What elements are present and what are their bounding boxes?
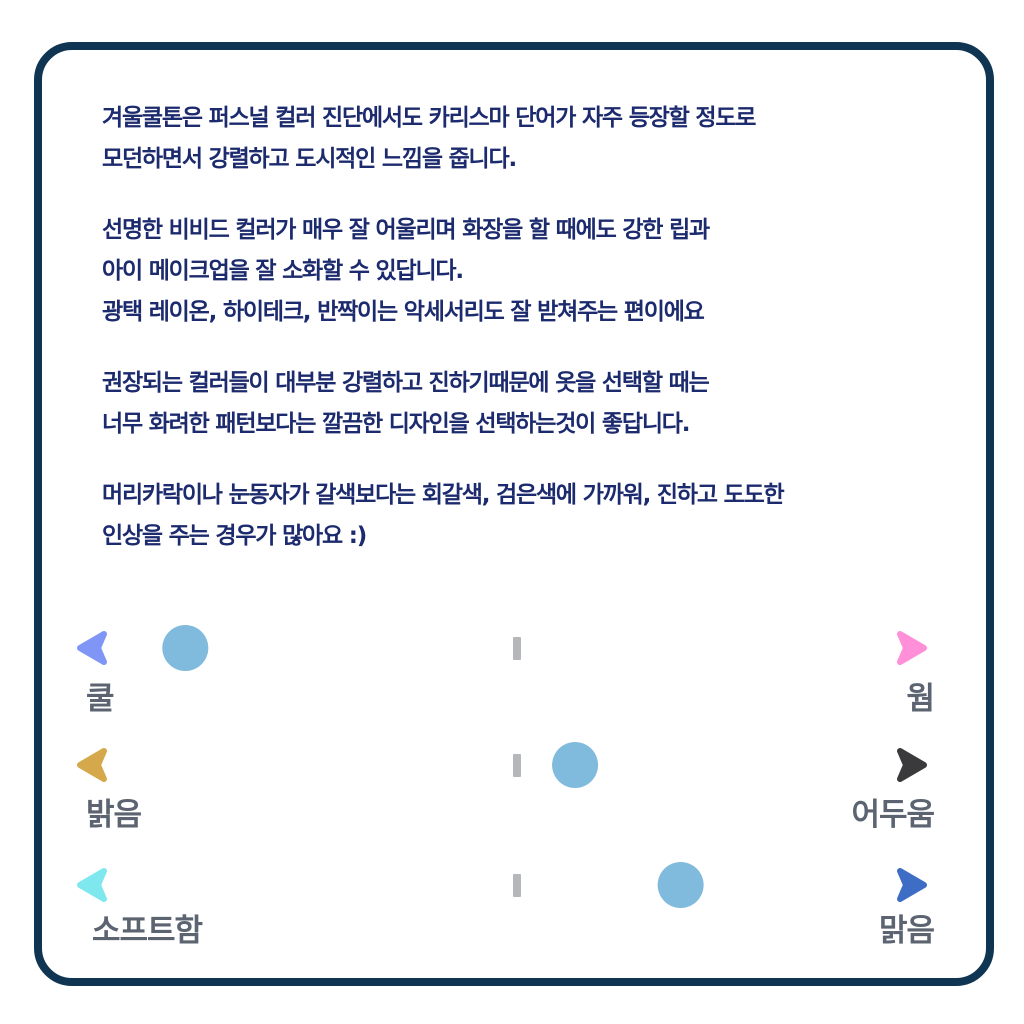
arrow-left-icon — [77, 868, 107, 902]
paragraph: 권장되는 컬러들이 대부분 강렬하고 진하기때문에 옷을 선택할 때는 너무 화… — [102, 363, 922, 445]
arrow-right-icon — [897, 631, 927, 665]
scale-marker[interactable] — [552, 742, 599, 788]
content-card — [34, 42, 994, 986]
paragraph-line: 너무 화려한 패턴보다는 깔끔한 디자인을 선택하는것이 좋답니다. — [102, 411, 691, 437]
scale-bright-dark — [77, 742, 927, 788]
scale-right-label: 어두움 — [851, 797, 935, 833]
scale-left-label: 쿨 — [86, 681, 115, 717]
scale-left-label: 소프트함 — [92, 913, 203, 949]
scale-right-label: 웜 — [906, 681, 935, 717]
paragraph: 겨울쿨톤은 퍼스널 컬러 진단에서도 카리스마 단어가 자주 등장할 정도로 모… — [102, 98, 922, 180]
scale-marker[interactable] — [162, 625, 209, 671]
paragraph: 선명한 비비드 컬러가 매우 잘 어울리며 화장을 할 때에도 강한 립과 아이… — [102, 210, 922, 333]
paragraph-line: 인상을 주는 경우가 많아요 :) — [102, 523, 367, 549]
arrow-right-icon — [897, 868, 927, 902]
center-tick — [513, 874, 521, 897]
paragraph-line: 권장되는 컬러들이 대부분 강렬하고 진하기때문에 옷을 선택할 때는 — [102, 370, 710, 396]
arrow-left-icon — [77, 748, 107, 782]
paragraph-line: 광택 레이온, 하이테크, 반짝이는 악세서리도 잘 받쳐주는 편이에요 — [102, 299, 705, 325]
scale-cool-warm — [77, 625, 927, 671]
paragraph-line: 모던하면서 강렬하고 도시적인 느낌을 줍니다. — [102, 146, 517, 172]
arrow-left-icon — [77, 631, 107, 665]
arrow-right-icon — [897, 748, 927, 782]
paragraph-line: 머리카락이나 눈동자가 갈색보다는 회갈색, 검은색에 가까워, 진하고 도도한 — [102, 482, 785, 508]
paragraph-line: 선명한 비비드 컬러가 매우 잘 어울리며 화장을 할 때에도 강한 립과 — [102, 217, 710, 243]
scale-soft-clear — [77, 862, 927, 908]
scale-marker[interactable] — [657, 862, 704, 908]
center-tick — [513, 637, 521, 660]
scale-right-label: 맑음 — [878, 913, 935, 949]
scale-left-label: 밝음 — [86, 797, 142, 833]
paragraph-line: 겨울쿨톤은 퍼스널 컬러 진단에서도 카리스마 단어가 자주 등장할 정도로 — [102, 105, 756, 131]
center-tick — [513, 754, 521, 777]
paragraph-line: 아이 메이크업을 잘 소화할 수 있답니다. — [102, 258, 464, 284]
paragraph: 머리카락이나 눈동자가 갈색보다는 회갈색, 검은색에 가까워, 진하고 도도한… — [102, 475, 922, 557]
description-text: 겨울쿨톤은 퍼스널 컬러 진단에서도 카리스마 단어가 자주 등장할 정도로 모… — [102, 98, 922, 587]
